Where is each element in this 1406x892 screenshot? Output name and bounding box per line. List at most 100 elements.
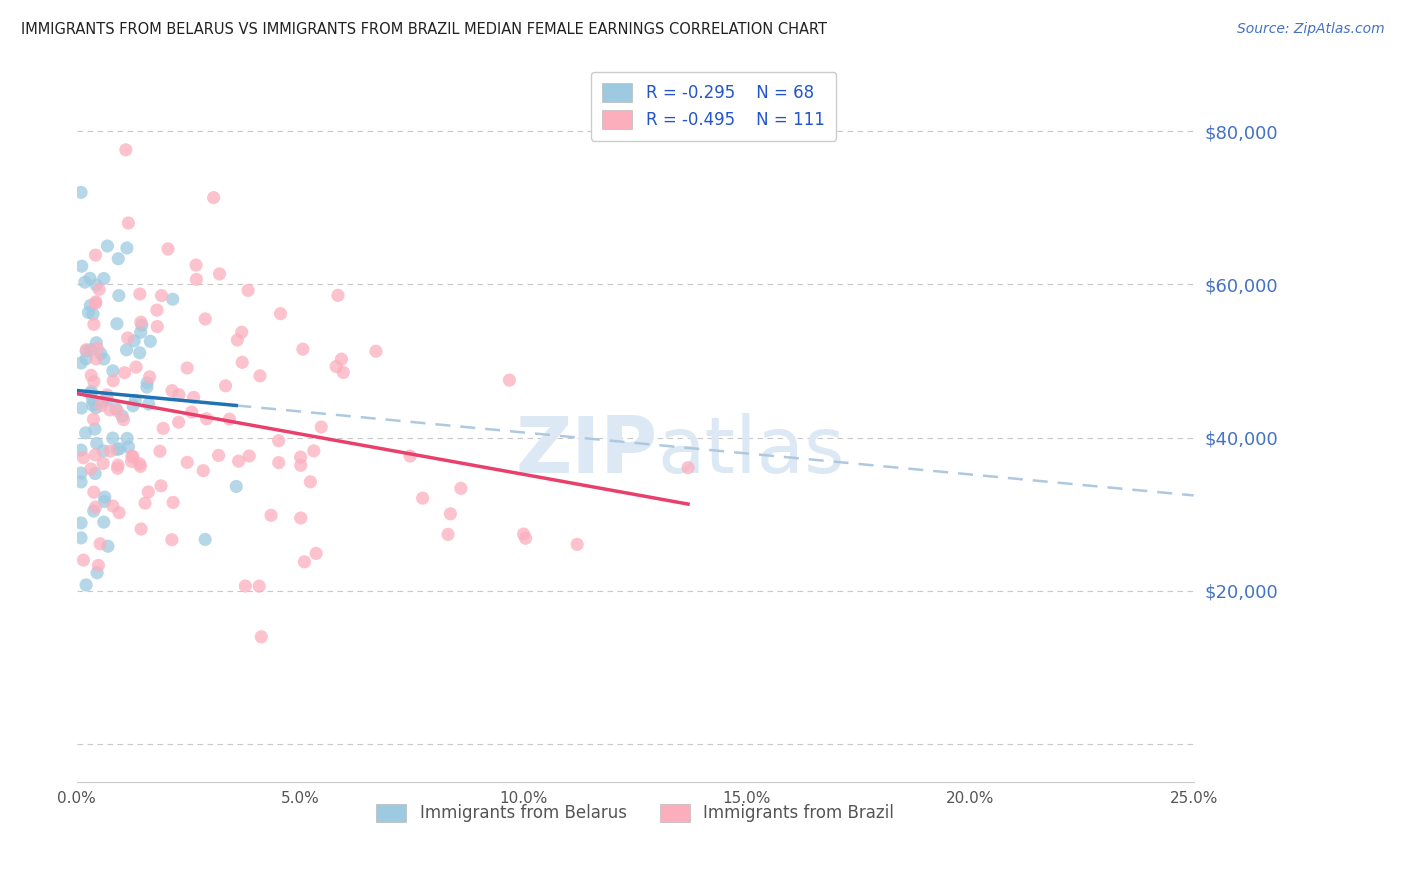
Point [299, 475, 322, 489]
Point [157, 242, 180, 256]
Point [105, 317, 128, 331]
Point [83, 504, 105, 518]
Point [228, 454, 250, 468]
Point [136, 376, 159, 390]
Point [91, 394, 114, 409]
Point [108, 442, 131, 456]
Point [512, 527, 534, 541]
Point [84, 401, 107, 415]
Point [195, 411, 218, 425]
Text: atlas: atlas [658, 413, 845, 489]
Point [121, 449, 143, 463]
Point [75, 578, 97, 592]
Point [194, 312, 217, 326]
Point [136, 485, 159, 500]
Point [117, 440, 139, 454]
Point [138, 369, 160, 384]
Point [515, 531, 537, 545]
Point [80, 462, 103, 476]
Point [82, 307, 104, 321]
Point [267, 456, 290, 470]
Point [162, 292, 184, 306]
Point [84, 248, 107, 262]
Point [121, 454, 143, 468]
Point [115, 431, 138, 445]
Point [82, 398, 104, 412]
Point [128, 457, 150, 471]
Point [326, 288, 349, 302]
Point [114, 366, 136, 380]
Point [115, 143, 138, 157]
Point [89, 282, 111, 296]
Point [84, 500, 107, 515]
Point [84, 294, 107, 309]
Point [302, 443, 325, 458]
Point [90, 399, 112, 413]
Point [93, 490, 115, 504]
Point [107, 458, 129, 472]
Text: ZIP: ZIP [515, 413, 658, 489]
Point [129, 326, 152, 340]
Point [70, 475, 93, 489]
Point [139, 334, 162, 349]
Point [82, 392, 104, 407]
Point [399, 449, 422, 463]
Point [82, 412, 104, 426]
Point [122, 334, 145, 348]
Point [111, 409, 134, 423]
Point [70, 401, 93, 415]
Point [70, 531, 93, 545]
Point [214, 379, 236, 393]
Point [79, 343, 101, 357]
Point [98, 444, 121, 458]
Point [291, 342, 314, 356]
Point [128, 287, 150, 301]
Point [450, 481, 472, 495]
Point [150, 479, 173, 493]
Point [105, 404, 128, 418]
Point [231, 355, 253, 369]
Point [86, 566, 108, 580]
Point [146, 319, 169, 334]
Point [129, 522, 152, 536]
Point [122, 450, 145, 464]
Point [149, 444, 172, 458]
Point [183, 391, 205, 405]
Point [270, 307, 292, 321]
Point [90, 346, 112, 360]
Point [231, 325, 253, 339]
Point [79, 271, 101, 285]
Point [290, 458, 312, 473]
Point [83, 422, 105, 436]
Point [364, 344, 387, 359]
Point [79, 386, 101, 401]
Point [108, 288, 131, 302]
Point [108, 506, 131, 520]
Point [218, 412, 240, 426]
Point [103, 374, 125, 388]
Point [233, 579, 256, 593]
Point [75, 425, 97, 440]
Point [75, 343, 97, 358]
Point [70, 356, 93, 370]
Point [676, 460, 699, 475]
Point [565, 537, 588, 551]
Point [80, 368, 103, 383]
Point [93, 351, 115, 366]
Point [117, 331, 139, 345]
Point [437, 527, 460, 541]
Point [134, 496, 156, 510]
Point [129, 315, 152, 329]
Text: Source: ZipAtlas.com: Source: ZipAtlas.com [1237, 22, 1385, 37]
Point [309, 420, 332, 434]
Point [160, 384, 183, 398]
Point [135, 380, 157, 394]
Point [152, 421, 174, 435]
Point [184, 258, 207, 272]
Point [72, 553, 94, 567]
Point [115, 241, 138, 255]
Point [98, 402, 121, 417]
Text: IMMIGRANTS FROM BELARUS VS IMMIGRANTS FROM BRAZIL MEDIAN FEMALE EARNINGS CORRELA: IMMIGRANTS FROM BELARUS VS IMMIGRANTS FR… [21, 22, 827, 37]
Point [97, 539, 120, 553]
Point [208, 267, 231, 281]
